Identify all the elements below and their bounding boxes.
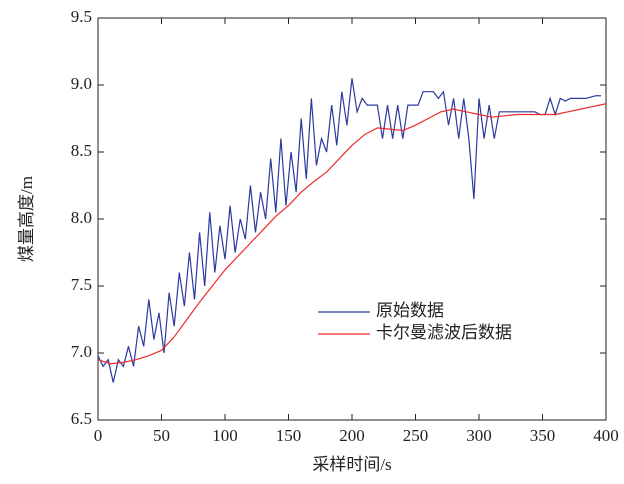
data-line [97, 103, 607, 365]
x-axis-label: 采样时间/s [312, 455, 391, 474]
x-tick-label: 100 [212, 426, 238, 445]
legend-label: 原始数据 [376, 301, 444, 320]
y-tick-label: 7.0 [71, 342, 92, 361]
y-tick-label: 8.5 [71, 141, 92, 160]
legend-label: 卡尔曼滤波后数据 [376, 323, 512, 342]
y-tick-label: 6.5 [71, 409, 92, 428]
x-tick-label: 400 [593, 426, 619, 445]
y-tick-label: 9.5 [71, 7, 92, 26]
x-tick-label: 50 [153, 426, 170, 445]
y-tick-label: 9.0 [71, 74, 92, 93]
x-tick-label: 0 [94, 426, 103, 445]
y-tick-label: 8.0 [71, 208, 92, 227]
data-line [97, 78, 601, 383]
x-tick-label: 300 [466, 426, 492, 445]
x-tick-label: 250 [403, 426, 429, 445]
y-tick-label: 7.5 [71, 275, 92, 294]
y-axis-label: 煤量高度/m [17, 176, 36, 262]
x-tick-label: 350 [530, 426, 556, 445]
x-tick-label: 200 [339, 426, 365, 445]
x-tick-label: 150 [276, 426, 302, 445]
